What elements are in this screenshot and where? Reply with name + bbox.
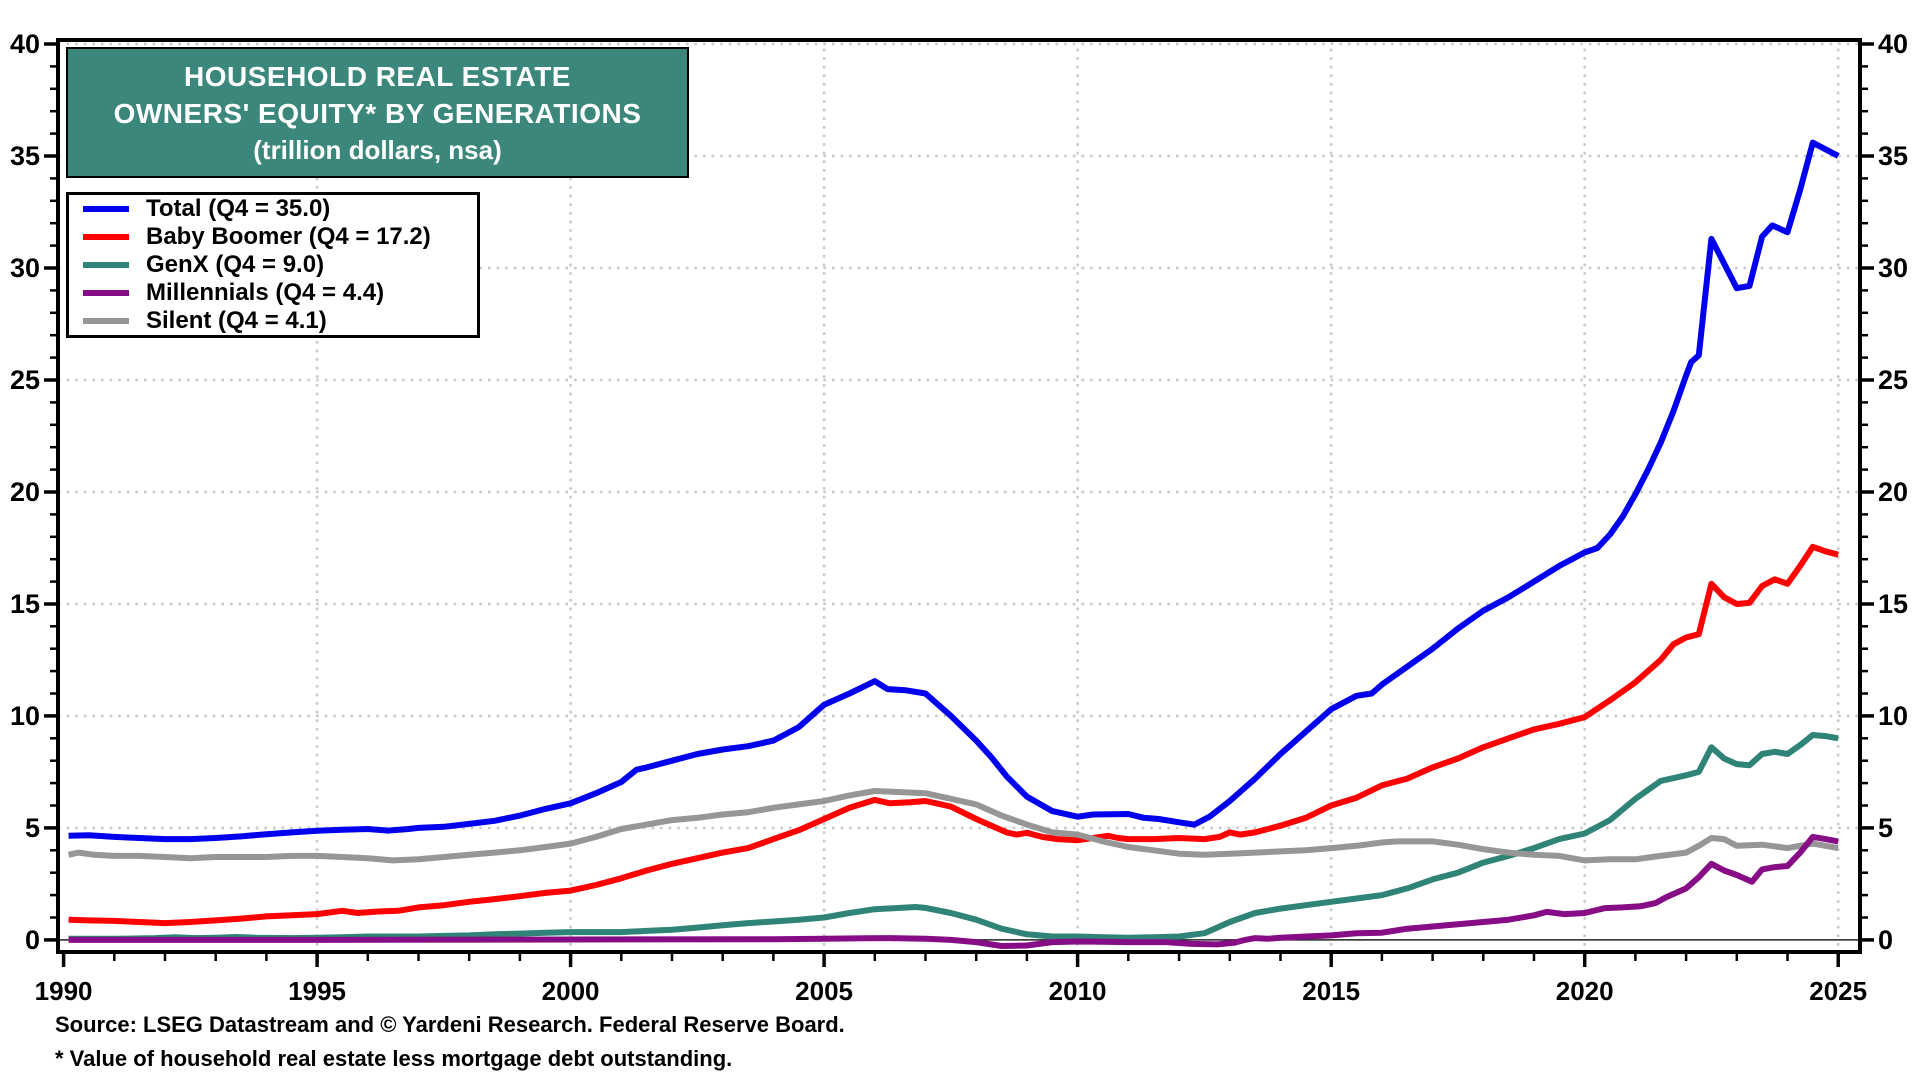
x-axis-label: 2025: [1809, 976, 1867, 1006]
x-axis-label: 2005: [795, 976, 853, 1006]
series-line-silent: [67, 788, 1839, 864]
y-axis-label-right: 35: [1878, 141, 1908, 171]
legend-swatch: [83, 318, 129, 324]
y-axis-label-right: 30: [1878, 253, 1908, 283]
series-line-total: [68, 139, 1840, 843]
x-axis-label: 2000: [542, 976, 600, 1006]
y-axis-label-left: 0: [25, 925, 40, 955]
y-axis-label-right: 15: [1878, 589, 1908, 619]
x-axis-label: 2010: [1049, 976, 1107, 1006]
chart-title-box: HOUSEHOLD REAL ESTATE OWNERS' EQUITY* BY…: [66, 47, 689, 178]
legend-label: GenX (Q4 = 9.0): [146, 251, 325, 278]
y-axis-label-left: 40: [10, 29, 40, 59]
x-axis-label: 1990: [35, 976, 93, 1006]
legend-item: Total (Q4 = 35.0): [69, 195, 477, 223]
y-axis-label-right: 25: [1878, 365, 1908, 395]
y-axis-label-right: 40: [1878, 29, 1908, 59]
legend-item: Baby Boomer (Q4 = 17.2): [69, 223, 477, 251]
y-axis-label-right: 5: [1878, 813, 1893, 843]
series-line-baby-boomer: [68, 543, 1839, 927]
y-axis-label-left: 35: [10, 141, 40, 171]
legend: Total (Q4 = 35.0) Baby Boomer (Q4 = 17.2)…: [66, 192, 480, 338]
x-axis-label: 1995: [288, 976, 346, 1006]
chart-title-line1: HOUSEHOLD REAL ESTATE: [184, 60, 571, 92]
y-axis-label-left: 15: [10, 589, 40, 619]
legend-label: Millennials (Q4 = 4.4): [146, 279, 385, 306]
y-axis-label-left: 30: [10, 253, 40, 283]
legend-item: GenX (Q4 = 9.0): [69, 251, 477, 279]
legend-item: Millennials (Q4 = 4.4): [69, 279, 477, 307]
source-text: Source: LSEG Datastream and © Yardeni Re…: [55, 1012, 845, 1037]
y-axis-label-left: 20: [10, 477, 40, 507]
series-line-millennials: [68, 833, 1839, 949]
y-axis-label-right: 20: [1878, 477, 1908, 507]
y-axis-label-left: 5: [25, 813, 40, 843]
y-axis-label-right: 10: [1878, 701, 1908, 731]
legend-label: Silent (Q4 = 4.1): [146, 307, 327, 334]
footnote-text: * Value of household real estate less mo…: [55, 1046, 733, 1071]
chart-subtitle: (trillion dollars, nsa): [253, 134, 502, 165]
legend-swatch: [83, 234, 129, 240]
y-axis-label-right: 0: [1878, 925, 1893, 955]
legend-label: Baby Boomer (Q4 = 17.2): [146, 223, 431, 250]
y-axis-label-left: 10: [10, 701, 40, 731]
legend-item: Silent (Q4 = 4.1): [69, 307, 477, 335]
legend-swatch: [83, 290, 129, 296]
series-line-genx: [68, 732, 1839, 942]
plot-frame: [56, 38, 1862, 954]
x-axis-label: 2020: [1556, 976, 1614, 1006]
y-axis-label-left: 25: [10, 365, 40, 395]
legend-swatch: [83, 206, 129, 212]
x-axis-label: 2015: [1302, 976, 1360, 1006]
legend-swatch: [83, 262, 129, 268]
legend-label: Total (Q4 = 35.0): [146, 195, 331, 222]
chart-title-line2: OWNERS' EQUITY* BY GENERATIONS: [113, 97, 642, 129]
